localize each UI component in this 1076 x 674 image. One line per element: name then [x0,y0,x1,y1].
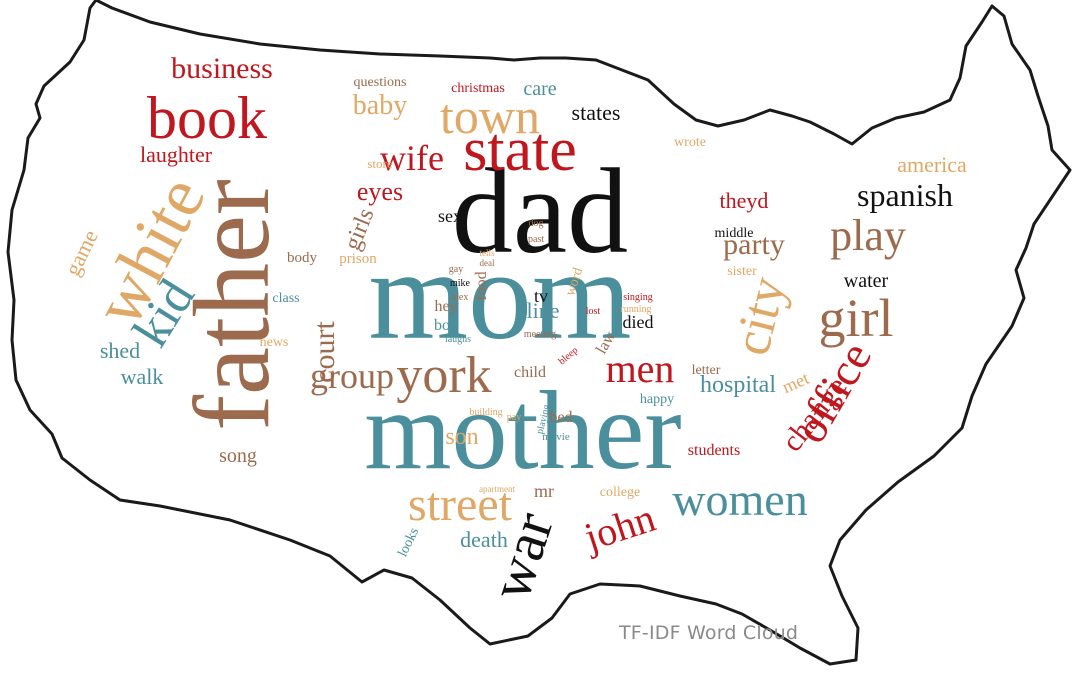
word-water: water [844,270,889,292]
word-america: america [897,152,967,177]
word-town: town [440,88,540,144]
word-mr: mr [534,481,554,501]
word-store: store [367,156,393,171]
word-wrote: wrote [674,135,706,150]
word-line: line [527,298,560,323]
word-cloud-caption: TF-IDF Word Cloud [619,622,799,644]
word-book: book [147,85,267,151]
word-food: food [473,271,490,300]
word-baby: baby [353,90,407,121]
us-map-outline [6,0,1072,666]
word-child: child [514,364,546,381]
word-eyes: eyes [357,177,403,206]
word-running: running [620,304,651,315]
word-pay: pay [507,412,521,423]
word-laughs: laughs [445,334,471,345]
word-court: court [308,321,341,383]
word-group: group [310,356,394,396]
word-mike: mike [450,278,471,289]
word-walk: walk [121,364,164,389]
word-laughter: laughter [140,142,213,167]
word-states: states [572,100,621,125]
word-alex: alex [452,292,469,303]
word-mother: mother [364,369,681,493]
word-news: news [260,335,289,350]
word-theyd: theyd [720,188,769,213]
word-state: state [463,116,577,184]
word-past: past [528,234,544,245]
word-song: song [219,445,257,467]
word-happy: happy [640,392,674,407]
word-letter: letter [692,363,721,378]
word-singing: singing [623,292,652,303]
word-students: students [688,442,740,459]
word-bed: bed [549,409,572,426]
word-dog: dog [529,218,544,229]
word-son: son [445,424,478,450]
word-tv: tv [534,286,548,306]
word-party: party [723,228,785,261]
word-girl: girl [819,288,894,348]
word-lost: lost [586,306,601,317]
word-tells: tells [480,248,495,258]
word-christmas: christmas [451,81,505,96]
word-died: died [623,312,654,332]
word-hospital: hospital [700,372,776,398]
word-boy: boy [434,317,458,334]
word-hey: hey [434,298,457,315]
word-prison: prison [339,251,377,267]
word-dad: dad [452,144,628,279]
word-building: building [469,407,502,418]
word-questions: questions [354,75,407,90]
word-york: york [396,347,491,404]
word-women: women [672,474,807,525]
word-shed: shed [100,338,140,363]
word-spanish: spanish [857,177,953,213]
word-sex: sex [438,206,462,226]
word-sister: sister [727,264,757,279]
word-death: death [460,527,508,552]
word-middle: middle [715,226,754,241]
word-movie: movie [542,431,570,443]
word-play: play [830,211,906,260]
word-class: class [272,291,299,306]
word-deal: deal [480,258,495,268]
word-body: body [287,250,318,266]
word-business: business [171,52,273,85]
word-meeting: meeting [524,329,556,340]
word-wife: wife [380,138,444,178]
word-street: street [408,478,513,531]
word-mom: mom [368,224,631,366]
word-college: college [600,485,640,500]
word-gay: gay [449,264,463,275]
word-apartment: apartment [479,484,515,494]
word-men: men [606,346,675,391]
word-father: father [173,179,292,431]
word-care: care [523,78,556,100]
